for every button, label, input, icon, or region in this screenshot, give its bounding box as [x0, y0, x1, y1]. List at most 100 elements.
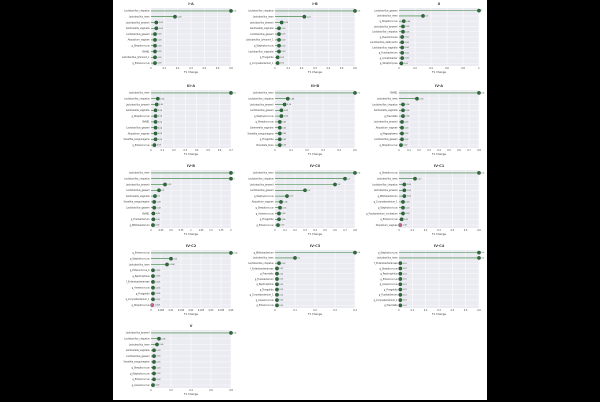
lollipop-point — [153, 108, 158, 113]
x-tick-label: 0 — [398, 229, 400, 232]
x-tick-label: 0.5 — [353, 149, 357, 152]
value-label: 0.08 — [157, 202, 162, 204]
lollipop-point — [402, 188, 407, 193]
value-label: 0.03 — [405, 213, 409, 215]
x-tick-label: 1.75 — [219, 229, 224, 232]
lollipop-point — [152, 200, 157, 204]
category-label: Atopobium_vaginae — [252, 201, 274, 204]
value-label: 0.03 — [281, 51, 285, 53]
x-tick-label: 0.8 — [353, 229, 357, 232]
category-label: Gardnerella_vaginalis — [250, 127, 274, 130]
category-label: g_Finegoldia — [384, 288, 398, 291]
lollipop-point — [153, 131, 158, 136]
category-label: Lactobacillus_iners — [129, 172, 151, 175]
category-label: g_Prevotella — [260, 273, 274, 276]
value-label: 0.3 — [425, 16, 428, 18]
category-label: Lactobacillus_crispatus — [372, 103, 398, 106]
category-label: Lactobacillus_crispatus — [372, 31, 398, 34]
category-label: g_Anaerococcus — [256, 212, 275, 215]
lollipop-point — [343, 176, 347, 181]
category-label: g_Finegoldia — [260, 138, 274, 141]
chart-panel: IV-A 0 0.1 0.2 0.3 0.4 0.5 0.6 0.7 0.8 F1 Change BV… — [361, 82, 485, 162]
value-label: 0.03 — [404, 139, 408, 141]
value-label: 0.03 — [281, 28, 285, 30]
category-label: Atopobium_vaginae — [376, 224, 398, 227]
value-label: 0.6 — [357, 11, 361, 13]
lollipop-point — [151, 285, 155, 290]
category-label: g_Streptomyces — [380, 62, 398, 65]
value-label: 0.1 — [157, 196, 160, 198]
value-label: 0.03 — [281, 40, 285, 42]
lollipop-point — [229, 251, 233, 255]
category-label: Lactobacillus_gasseri — [126, 189, 150, 192]
lollipop-point — [277, 143, 282, 147]
lollipop-point — [163, 182, 167, 187]
chart-svg: IV-B 0 0.25 0.5 0.75 1 1.25 1.5 1.75 2 F1 Change La… — [124, 164, 235, 236]
category-label: g_Acinetobacter — [380, 57, 398, 60]
lollipop-point — [477, 8, 481, 13]
value-label: 0.001 — [155, 276, 160, 278]
value-label: 0.7 — [347, 178, 350, 180]
category-label: g_Streptococcus — [256, 121, 275, 124]
x-tick-label: 0 — [150, 67, 152, 70]
chart-title: I-B — [312, 2, 318, 6]
lollipop-point — [398, 277, 403, 281]
category-label: BVAB1 — [390, 92, 398, 95]
x-tick-label: 0.6 — [445, 67, 449, 70]
x-tick-label: 0.025 — [198, 309, 205, 312]
category-label: g_Fusobacterium — [379, 294, 398, 297]
lollipop-point — [400, 35, 405, 39]
category-label: g_Streptococcus — [380, 172, 399, 175]
lollipop-point — [152, 354, 156, 358]
x-tick-label: 0.8 — [477, 149, 481, 152]
value-label: 0.03 — [281, 45, 285, 47]
value-label: 0.2 — [161, 190, 164, 192]
lollipop-point — [282, 102, 287, 107]
value-label: 0.03 — [281, 34, 285, 36]
value-label: 0.08 — [157, 207, 162, 209]
value-label: 0.04 — [158, 133, 163, 135]
category-label: Lactobacillus_iners — [253, 16, 275, 19]
x-axis-label: F1 Change — [308, 232, 322, 236]
category-label: Atopobium_vaginae — [128, 132, 150, 135]
x-axis-label: F1 Change — [432, 232, 446, 236]
x-tick-label: 0.3 — [333, 309, 337, 312]
category-label: Lactobacillus_crispatus — [124, 98, 150, 101]
category-label: Lactobacillus_jensenii — [126, 332, 150, 335]
chart-panel: V 0 0.2 0.4 0.6 0.8 F1 Change Lactobacillus_jen… — [113, 322, 238, 402]
x-tick-label: 1.25 — [199, 229, 204, 232]
x-tick-label: 0.4 — [189, 389, 193, 392]
value-label: 0.18 — [419, 98, 424, 100]
value-label: 0.03 — [282, 127, 286, 129]
x-tick-label: 0.1 — [293, 309, 297, 312]
category-label: g_Anaerococcus — [380, 283, 399, 286]
chart-title: IV-A — [435, 84, 443, 88]
x-axis-label: F1 Change — [184, 152, 198, 156]
chart-panel: III-A 0 0.1 0.2 0.3 0.4 0.5 0.6 0.7 F1 Change Lact… — [113, 82, 237, 162]
lollipop-point — [400, 50, 405, 55]
lollipop-point — [277, 261, 281, 266]
lollipop-point — [151, 297, 155, 302]
x-tick-label: 0.6 — [477, 309, 481, 312]
value-label: 0.03 — [157, 51, 161, 53]
category-label: Lactobacillus_iners — [253, 257, 275, 260]
value-label: 0.01 — [279, 300, 283, 302]
lollipop-point — [401, 102, 405, 107]
lollipop-point — [279, 108, 284, 113]
x-tick-label: 0.4 — [195, 149, 199, 152]
chart-panel: IV-C4 0 0.1 0.2 0.3 0.4 0.5 0.6 F1 Change g_Staph… — [361, 242, 486, 322]
category-label: g_Streptococcus — [132, 304, 151, 307]
category-label: f_Enterobacteriaceae — [374, 262, 398, 265]
value-label: 0.01 — [279, 289, 283, 291]
category-label: Lactobacillus_gasseri — [126, 207, 150, 210]
value-label: 0.01 — [279, 273, 283, 275]
x-tick-label: 0.2 — [413, 67, 417, 70]
category-label: Lactobacillus_crispatus — [248, 178, 274, 181]
value-label: 0.04 — [158, 139, 163, 141]
category-label: g_Streptococcus — [380, 144, 399, 147]
category-label: BVAB1 — [142, 50, 150, 53]
lollipop-point — [402, 194, 407, 198]
value-label: 0.001 — [155, 293, 160, 295]
category-label: Sneathia_sanguinegens — [124, 361, 151, 364]
lollipop-point — [400, 125, 404, 130]
